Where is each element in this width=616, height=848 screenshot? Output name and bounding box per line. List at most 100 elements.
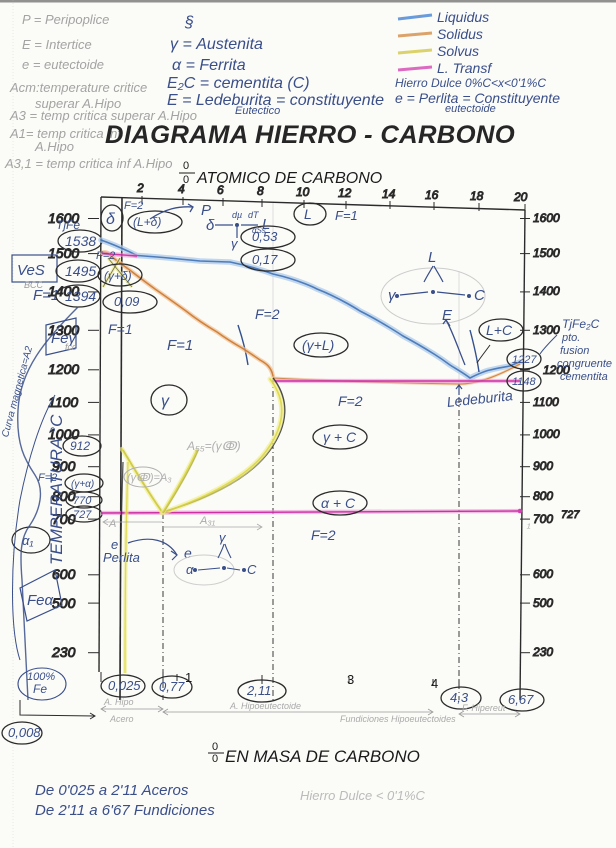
svg-text:De 2'11 a 6'67 Fundiciones: De 2'11 a 6'67 Fundiciones	[35, 802, 215, 819]
svg-text:4: 4	[431, 676, 438, 691]
svg-text:De 0'025 a 2'11 Aceros: De 0'025 a 2'11 Aceros	[35, 782, 189, 799]
svg-text:1000: 1000	[533, 427, 560, 441]
svg-text:3: 3	[347, 672, 354, 687]
svg-text:F=1: F=1	[33, 287, 59, 304]
svg-text:18: 18	[470, 189, 484, 203]
svg-text:6: 6	[217, 183, 224, 197]
svg-text:TjFe₂C: TjFe₂C	[562, 317, 600, 331]
svg-text:(γↂ)=A₃: (γↂ)=A₃	[127, 472, 172, 484]
svg-text:(γ+L): (γ+L)	[302, 337, 334, 353]
svg-text:0,025: 0,025	[108, 678, 141, 693]
svg-text:230: 230	[51, 644, 76, 660]
svg-text:δ: δ	[206, 217, 215, 234]
svg-text:1300: 1300	[533, 323, 560, 337]
svg-text:(L+δ): (L+δ)	[133, 215, 161, 229]
svg-text:e = eutectoide: e = eutectoide	[22, 57, 104, 72]
svg-text:(γ+α): (γ+α)	[71, 479, 94, 490]
svg-text:α: α	[186, 562, 194, 577]
svg-text:A₃₁: A₃₁	[199, 515, 216, 527]
svg-text:F=2: F=2	[124, 200, 143, 212]
svg-text:(γ+δ): (γ+δ)	[104, 269, 132, 283]
svg-text:1500: 1500	[533, 246, 560, 260]
svg-text:Fundiciones Hipoeutectoides: Fundiciones Hipoeutectoides	[340, 714, 456, 724]
svg-text:δ: δ	[106, 211, 116, 228]
svg-text:P = Peripoplice: P = Peripoplice	[22, 12, 109, 27]
svg-text:L: L	[304, 206, 312, 222]
svg-text:8: 8	[257, 184, 264, 198]
svg-text:1538: 1538	[65, 233, 96, 249]
svg-text:Hierro Dulce < 0'1%C: Hierro Dulce < 0'1%C	[300, 788, 426, 803]
svg-text:1400: 1400	[533, 284, 560, 298]
svg-text:F=2: F=2	[96, 250, 115, 262]
svg-text:pto.: pto.	[561, 332, 580, 344]
svg-text:L: L	[428, 249, 436, 266]
svg-text:Eutectico: Eutectico	[235, 105, 280, 117]
svg-text:Feα: Feα	[27, 592, 54, 609]
svg-text:dT: dT	[248, 210, 260, 220]
svg-text:L. Transf: L. Transf	[437, 60, 493, 76]
svg-text:1100: 1100	[533, 395, 559, 409]
svg-text:A₅₅=(γↂ): A₅₅=(γↂ)	[186, 439, 241, 453]
svg-text:F=2: F=2	[255, 306, 280, 322]
svg-text:1495: 1495	[65, 263, 96, 279]
svg-text:1200: 1200	[48, 361, 79, 377]
svg-text:Acero: Acero	[109, 714, 134, 724]
svg-text:§: §	[184, 14, 194, 31]
svg-text:912: 912	[70, 439, 90, 453]
svg-text:0: 0	[183, 160, 189, 172]
svg-text:2,11: 2,11	[246, 683, 271, 698]
svg-text:800: 800	[533, 489, 553, 503]
svg-text:500: 500	[533, 596, 553, 610]
svg-text:γ: γ	[161, 393, 170, 410]
svg-text:0,09: 0,09	[114, 294, 139, 309]
svg-text:2: 2	[136, 181, 144, 195]
svg-text:eutectoide: eutectoide	[445, 103, 496, 115]
svg-text:C: C	[474, 287, 485, 304]
svg-text:congruente: congruente	[557, 358, 612, 370]
svg-text:L+C: L+C	[486, 322, 513, 338]
svg-text:1: 1	[185, 670, 192, 685]
svg-text:10: 10	[296, 185, 310, 199]
svg-text:Acm:temperature critice: Acm:temperature critice	[9, 80, 147, 95]
svg-text:A. Hipo: A. Hipo	[103, 697, 134, 707]
svg-text:F=1: F=1	[167, 337, 193, 354]
svg-text:14: 14	[382, 187, 396, 201]
svg-text:4: 4	[178, 182, 185, 196]
svg-text:0: 0	[212, 753, 218, 765]
svg-text:fcc: fcc	[65, 342, 77, 352]
svg-text:A3,1 = temp critica inf A.Hipo: A3,1 = temp critica inf A.Hipo	[4, 156, 173, 171]
svg-text:γ + C: γ + C	[323, 429, 357, 445]
svg-text:cementita: cementita	[560, 371, 608, 383]
svg-text:E = Intertice: E = Intertice	[22, 37, 92, 52]
svg-text:16: 16	[425, 188, 439, 202]
svg-text:6,67: 6,67	[508, 692, 534, 707]
svg-text:0,008: 0,008	[8, 725, 41, 740]
svg-text:dµ: dµ	[232, 210, 242, 220]
svg-text:γ = Austenita: γ = Austenita	[170, 36, 263, 53]
svg-text:Liquidus: Liquidus	[437, 9, 489, 25]
svg-text:Fe: Fe	[33, 682, 47, 696]
svg-text:VeS: VeS	[17, 262, 45, 279]
svg-text:F=2: F=2	[311, 527, 336, 543]
svg-text:0,17: 0,17	[252, 252, 278, 267]
svg-text:727: 727	[561, 509, 580, 521]
svg-text:600: 600	[533, 567, 553, 581]
svg-text:F=2: F=2	[338, 393, 363, 409]
svg-text:12: 12	[338, 186, 352, 200]
svg-text:700: 700	[533, 512, 553, 526]
svg-text:770: 770	[73, 495, 92, 507]
svg-text:1600: 1600	[533, 211, 560, 225]
svg-text:F=1: F=1	[108, 321, 133, 337]
svg-text:F=2: F=2	[38, 472, 57, 484]
svg-text:EN MASA DE CARBONO: EN MASA DE CARBONO	[225, 747, 420, 766]
svg-text:900: 900	[533, 459, 553, 473]
svg-text:0: 0	[212, 741, 218, 753]
svg-text:F=1: F=1	[335, 208, 358, 223]
svg-text:α + C: α + C	[321, 495, 356, 511]
svg-text:ATOMICO DE CARBONO: ATOMICO DE CARBONO	[196, 170, 382, 187]
svg-text:1100: 1100	[48, 394, 78, 410]
svg-text:1394: 1394	[65, 288, 96, 304]
svg-text:Solvus: Solvus	[437, 43, 479, 59]
svg-text:Perlita: Perlita	[103, 550, 140, 565]
svg-text:C: C	[247, 562, 257, 577]
